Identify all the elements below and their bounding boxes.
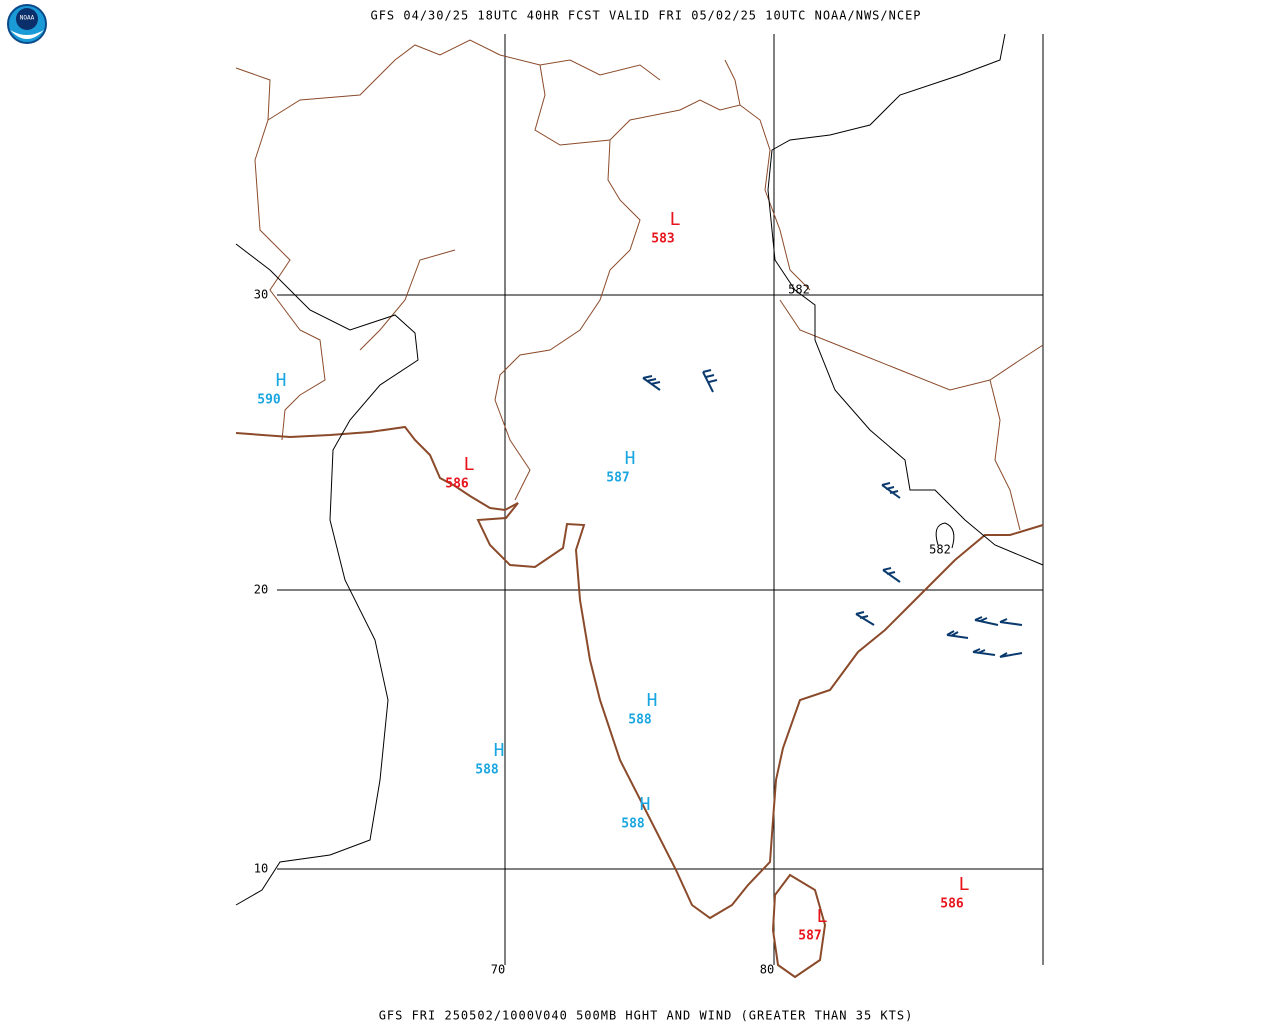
center-symbol: L: [817, 906, 828, 927]
center-value: 587: [606, 471, 629, 486]
header: GFS 04/30/25 18UTC 40HR FCST VALID FRI 0…: [370, 9, 921, 23]
center-symbol: H: [276, 370, 287, 391]
center-symbol: L: [464, 454, 475, 475]
center-symbol: L: [959, 874, 970, 895]
grid: [277, 34, 1044, 965]
center-value: 587: [798, 929, 821, 944]
center-symbol: H: [494, 740, 505, 761]
center-symbol: H: [625, 448, 636, 469]
footer: GFS FRI 250502/1000V040 500MB HGHT AND W…: [379, 1009, 914, 1023]
center-value: 586: [445, 477, 469, 492]
borders: [235, 39, 1044, 531]
lon-label: 80: [760, 963, 774, 977]
logo-text: NOAA: [20, 15, 35, 22]
lat-label: 10: [254, 862, 268, 876]
center-symbol: H: [647, 690, 658, 711]
lon-label: 70: [491, 963, 505, 977]
center-value: 590: [257, 393, 281, 408]
contour-label: 582: [929, 543, 951, 557]
logo: NOAA: [7, 4, 47, 44]
center-symbol: H: [640, 794, 651, 815]
coastline: [235, 425, 1044, 979]
center-value: 583: [651, 232, 674, 247]
lat-label: 30: [254, 288, 268, 302]
center-value: 586: [940, 897, 964, 912]
center-value: 588: [621, 817, 645, 832]
labels: 30 20 10 70 80 L 583 H 590 L 586 H 587 H 588 H 588 H 588 L 5…: [254, 209, 970, 977]
contour-label: 582: [788, 283, 810, 297]
center-value: 588: [475, 763, 499, 778]
center-value: 588: [628, 713, 652, 728]
lat-label: 20: [254, 583, 268, 597]
center-symbol: L: [670, 209, 681, 230]
wind-barbs: [642, 369, 1023, 658]
contours: [235, 33, 1044, 906]
